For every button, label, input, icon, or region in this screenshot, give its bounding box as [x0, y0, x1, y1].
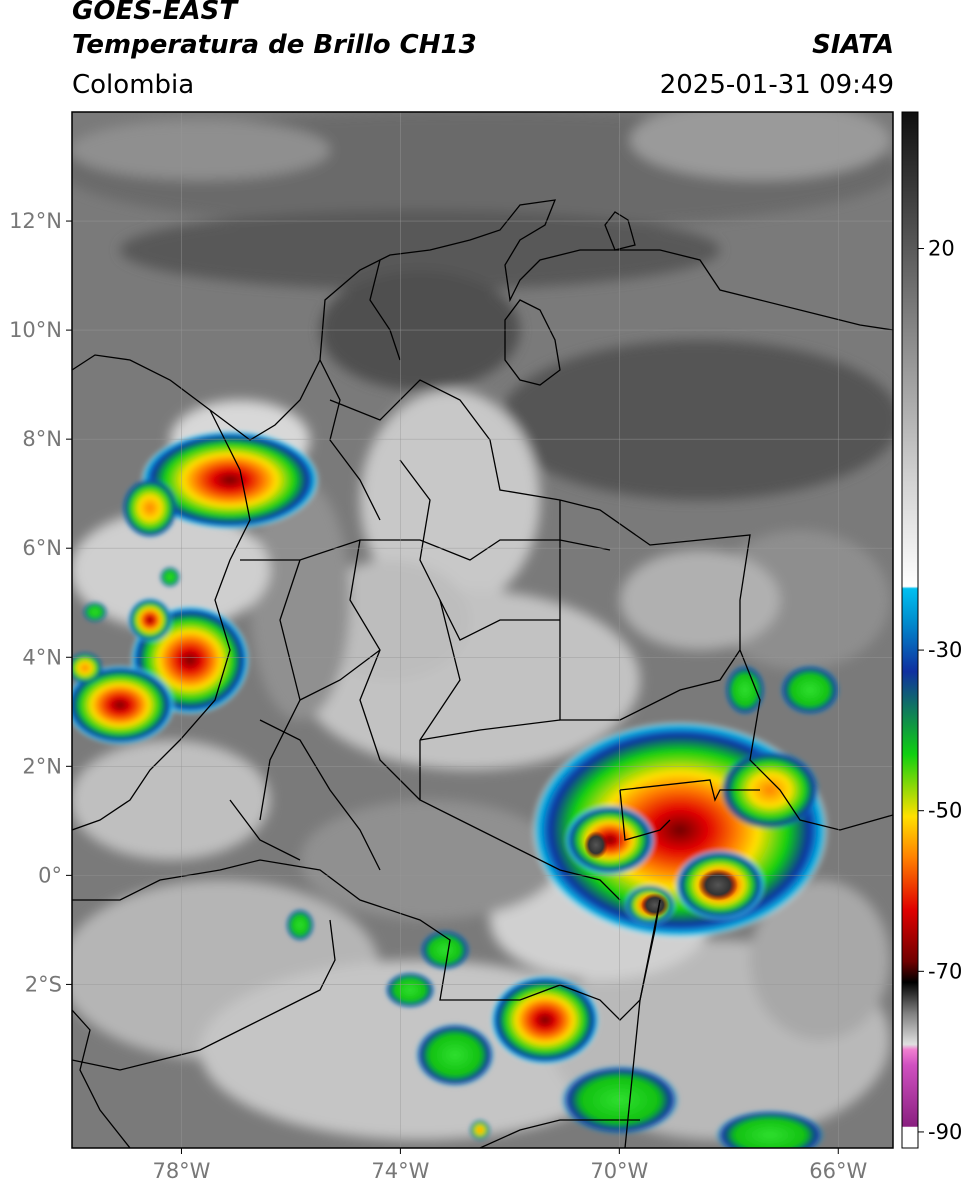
longitude-axis: 78°W 74°W 70°W 66°W — [152, 1148, 867, 1183]
colorbar-tick-label: -70 — [928, 959, 962, 983]
colorbar-tick-label: -90 — [928, 1120, 962, 1144]
satellite-title: GOES-EAST — [72, 0, 238, 26]
lon-tick-label: 70°W — [590, 1159, 648, 1183]
lat-tick-label: 2°S — [25, 972, 62, 996]
colorbar-tick-label: -30 — [928, 638, 962, 662]
region-label: Colombia — [72, 70, 195, 100]
lat-tick-label: 0° — [38, 863, 62, 887]
lat-tick-label: 12°N — [9, 209, 62, 233]
datetime-label: 2025-01-31 09:49 — [659, 70, 894, 100]
colorbar: 20 -30 -50 -70 -90 — [901, 111, 962, 1149]
lat-tick-label: 4°N — [22, 645, 62, 669]
graticule — [72, 112, 893, 1148]
cold-cloud-tops — [584, 831, 738, 917]
product-title: Temperatura de Brillo CH13 — [72, 30, 477, 60]
borders — [72, 199, 893, 1148]
satellite-imagery — [72, 112, 893, 1148]
lon-tick-label: 66°W — [809, 1159, 867, 1183]
lon-tick-label: 78°W — [152, 1159, 210, 1183]
lat-tick-label: 10°N — [9, 318, 62, 342]
source-label: SIATA — [812, 30, 894, 60]
latitude-axis: 12°N 10°N 8°N 6°N 4°N 2°N 0° 2°S — [9, 209, 72, 996]
lat-tick-label: 2°N — [22, 754, 62, 778]
colorbar-tick-label: -50 — [928, 799, 962, 823]
lon-tick-label: 74°W — [371, 1159, 429, 1183]
lat-tick-label: 6°N — [22, 536, 62, 560]
map-frame — [71, 111, 894, 1149]
lat-tick-label: 8°N — [22, 427, 62, 451]
colorbar-tick-label: 20 — [928, 237, 955, 261]
